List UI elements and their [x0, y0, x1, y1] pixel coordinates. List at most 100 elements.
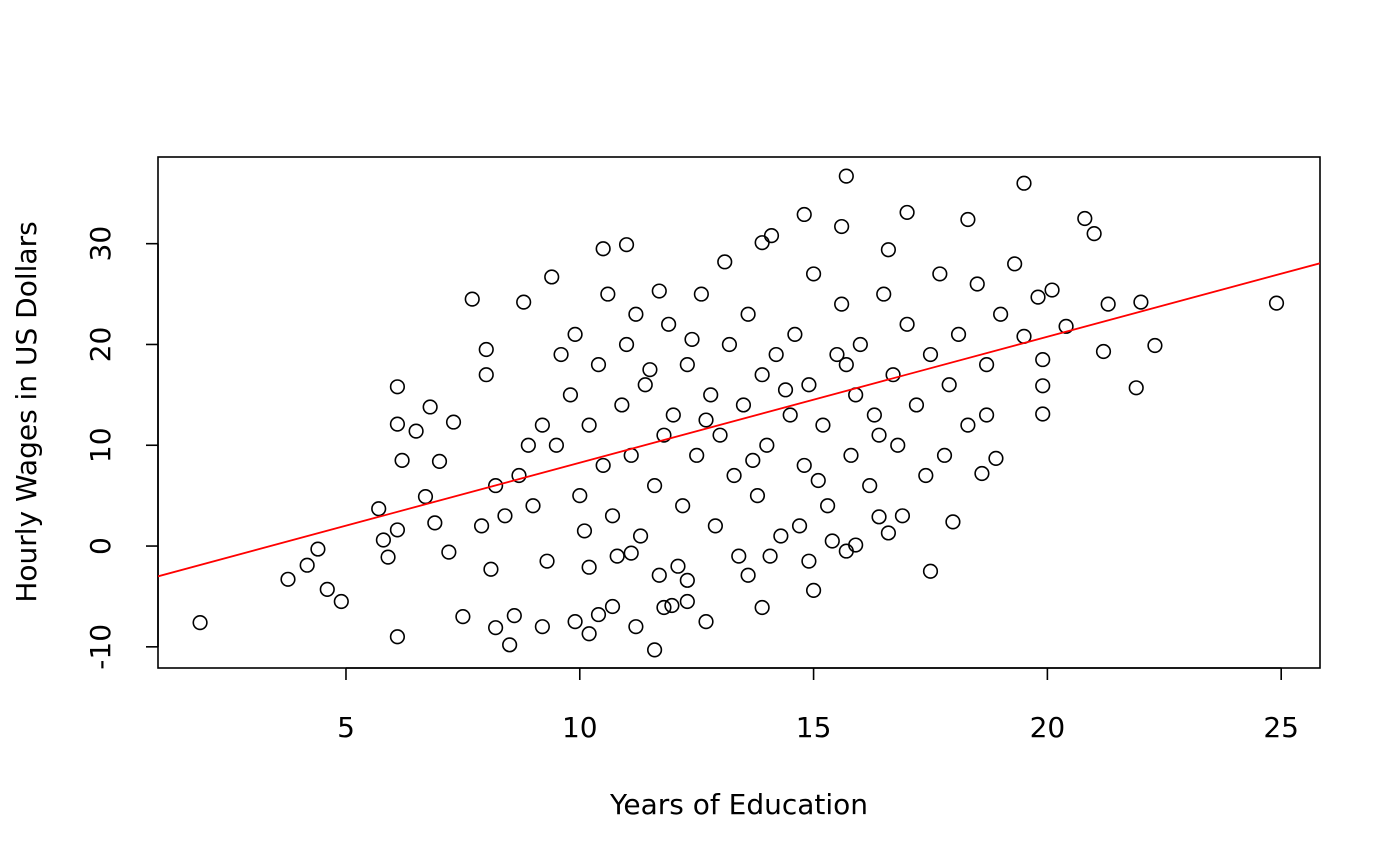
point: [1035, 406, 1051, 422]
point: [511, 467, 527, 484]
point: [810, 472, 826, 489]
point: [759, 437, 775, 453]
point: [1077, 210, 1093, 227]
point: [422, 399, 438, 415]
y-axis-label: Hourly Wages in US Dollars: [10, 221, 43, 602]
point: [1030, 289, 1046, 305]
regression-line: [158, 262, 1320, 578]
point: [595, 457, 611, 474]
point: [763, 228, 780, 244]
point: [464, 291, 480, 307]
point: [922, 563, 939, 579]
point: [581, 626, 597, 642]
point: [675, 498, 691, 514]
point: [389, 416, 406, 432]
point: [595, 241, 611, 257]
point: [945, 514, 961, 530]
point: [427, 515, 443, 531]
plot-frame: [157, 156, 1321, 669]
point: [333, 593, 349, 610]
point: [553, 346, 569, 363]
point: [618, 336, 635, 353]
point: [408, 423, 424, 439]
point: [932, 266, 948, 282]
point: [960, 417, 976, 433]
point: [502, 637, 518, 653]
point: [707, 518, 723, 534]
point: [880, 242, 897, 258]
point: [974, 465, 990, 482]
point: [590, 606, 607, 623]
x-tick-label: 5: [337, 711, 355, 744]
point: [417, 489, 434, 505]
point: [824, 533, 840, 549]
point: [520, 437, 536, 453]
point: [899, 204, 915, 221]
y-tick-label: 20: [84, 327, 117, 363]
point: [834, 296, 850, 312]
point: [815, 417, 831, 433]
point: [838, 168, 854, 184]
point: [651, 567, 667, 583]
point: [380, 549, 396, 565]
point: [656, 427, 672, 443]
point: [782, 407, 798, 423]
point: [805, 266, 822, 282]
point: [773, 528, 789, 544]
point: [478, 367, 494, 383]
point: [618, 237, 635, 253]
point: [646, 642, 663, 658]
point: [1035, 378, 1051, 394]
point: [876, 286, 892, 302]
point: [698, 614, 714, 630]
point: [534, 417, 550, 433]
point: [544, 269, 560, 285]
point: [609, 548, 625, 564]
x-tick-label: 10: [562, 711, 598, 744]
point: [679, 357, 695, 373]
point: [993, 306, 1009, 322]
point: [576, 523, 593, 539]
point: [572, 488, 588, 504]
point: [1086, 225, 1102, 242]
point: [1007, 256, 1023, 272]
point: [310, 541, 326, 557]
point: [604, 508, 621, 524]
point: [698, 412, 714, 428]
point: [768, 346, 784, 363]
point: [1035, 351, 1051, 368]
x-tick-label: 20: [1030, 711, 1066, 744]
x-axis-label: Years of Education: [609, 788, 868, 821]
point: [871, 427, 887, 443]
point: [516, 294, 532, 310]
point: [801, 553, 817, 569]
point: [455, 608, 471, 625]
point: [988, 450, 1004, 466]
point: [1128, 380, 1144, 396]
point: [918, 467, 934, 484]
point: [762, 548, 778, 564]
point: [880, 525, 897, 541]
point: [740, 567, 756, 583]
point: [642, 362, 658, 378]
point: [192, 615, 208, 631]
y-tick-label: 30: [84, 226, 117, 262]
point: [890, 437, 906, 453]
point: [796, 206, 812, 223]
point: [431, 453, 448, 469]
point: [834, 218, 850, 235]
point: [801, 377, 817, 393]
point: [885, 367, 901, 383]
point: [1058, 318, 1074, 334]
point: [1133, 294, 1149, 310]
point: [796, 457, 812, 474]
point: [754, 367, 770, 383]
point: [777, 382, 794, 398]
point: [1044, 282, 1060, 298]
point: [567, 326, 583, 342]
point: [488, 620, 504, 636]
point: [749, 488, 766, 504]
point: [389, 522, 406, 538]
